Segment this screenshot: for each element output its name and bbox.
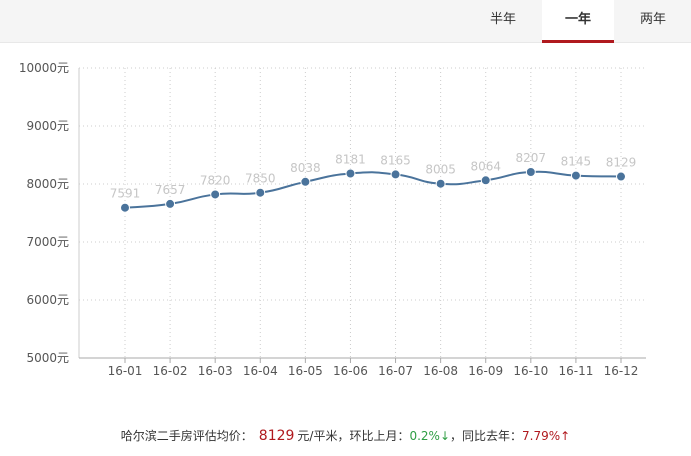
price-point <box>435 178 446 189</box>
price-point <box>345 168 356 179</box>
price-data-label: 8005 <box>425 163 456 177</box>
y-tick-label: 9000元 <box>26 119 69 133</box>
tab-one-year[interactable]: 一年 <box>542 0 614 43</box>
price-point <box>616 171 626 182</box>
price-point <box>525 166 536 177</box>
tab-two-years[interactable]: 两年 <box>639 12 666 27</box>
summary-mid-text: ，同比去年： <box>450 429 523 443</box>
y-tick-label: 8000元 <box>26 177 69 191</box>
price-data-label: 8038 <box>290 161 321 175</box>
y-tick-label: 5000元 <box>26 351 69 365</box>
price-data-label: 7657 <box>155 183 186 197</box>
price-point <box>390 169 401 180</box>
x-tick-label: 16-06 <box>333 364 368 378</box>
x-tick-label: 16-02 <box>153 364 188 378</box>
y-tick-label: 7000元 <box>26 235 69 249</box>
tab-half-year[interactable]: 半年 <box>489 12 516 27</box>
price-data-label: 8165 <box>380 153 411 167</box>
price-data-label: 8145 <box>561 155 592 169</box>
price-data-label: 8181 <box>335 153 366 167</box>
x-tick-label: 16-10 <box>513 364 548 378</box>
price-data-label: 8207 <box>516 151 547 165</box>
price-line-chart: 5000元 6000元 7000元 8000元 9000元 10000元 16-01 16-0… <box>19 61 646 378</box>
price-data-label: 7850 <box>245 172 276 186</box>
price-point <box>165 198 176 209</box>
summary-prefix: 哈尔滨二手房评估均价： <box>120 429 253 443</box>
y-tick-label: 10000元 <box>19 61 69 75</box>
price-data-label: 7820 <box>200 173 231 187</box>
average-price-value: 8129 <box>258 428 295 444</box>
period-tab-bar: 半年 一年 两年 <box>0 0 691 43</box>
price-data-label: 8129 <box>606 156 637 170</box>
price-data-label: 8064 <box>470 159 501 173</box>
year-on-year-value: 7.79%↑ <box>522 429 571 443</box>
x-tick-label: 16-09 <box>468 364 503 378</box>
price-data-label: 7591 <box>110 187 141 201</box>
x-tick-label: 16-08 <box>423 364 458 378</box>
x-tick-label: 16-12 <box>604 364 639 378</box>
price-point <box>300 176 311 187</box>
x-tick-label: 16-04 <box>243 364 278 378</box>
price-point <box>255 187 266 198</box>
price-point <box>480 175 491 186</box>
price-point <box>210 189 221 200</box>
y-tick-label: 6000元 <box>26 293 69 307</box>
summary-footer: 哈尔滨二手房评估均价： 8129 元/平米，环比上月：0.2%↓，同比去年：7.79… <box>0 427 691 444</box>
month-on-month-value: 0.2%↓ <box>409 429 451 443</box>
x-tick-label: 16-05 <box>288 364 323 378</box>
x-tick-label: 16-11 <box>558 364 593 378</box>
price-point <box>570 170 581 181</box>
x-tick-label: 16-01 <box>108 364 143 378</box>
x-tick-label: 16-07 <box>378 364 413 378</box>
price-series-line <box>124 170 622 209</box>
average-price-unit: 元/平米，环比上月： <box>297 429 410 443</box>
x-tick-label: 16-03 <box>198 364 233 378</box>
price-point <box>120 202 130 213</box>
